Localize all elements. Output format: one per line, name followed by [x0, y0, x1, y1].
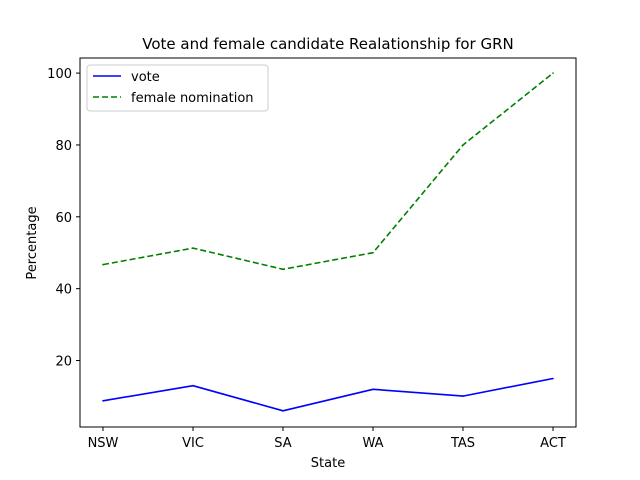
data-point-vote-act: [552, 377, 554, 380]
y-tick-label-80: 80: [55, 139, 72, 154]
data-point-female-nomination-sa: [282, 268, 284, 271]
y-tick-label-20: 20: [55, 355, 72, 370]
series-line-vote: [102, 377, 554, 412]
data-point-vote-tas: [462, 395, 464, 397]
data-point-female-nomination-act: [552, 72, 554, 74]
chart-title: Vote and female candidate Realationship …: [142, 35, 514, 53]
data-point-female-nomination-wa: [372, 251, 374, 254]
x-tick-label-sa: SA: [274, 436, 291, 451]
x-tick-label-wa: WA: [362, 436, 383, 451]
y-tick-label-60: 60: [55, 211, 72, 226]
data-point-female-nomination-nsw: [102, 263, 104, 266]
x-axis: NSW VIC SA WA TAS ACT: [88, 427, 566, 451]
x-tick-label-vic: VIC: [182, 436, 204, 451]
data-point-vote-vic: [192, 384, 194, 387]
y-axis: 20 40 60 80 100: [47, 67, 80, 370]
data-point-female-nomination-tas: [462, 144, 464, 146]
y-tick-label-100: 100: [47, 67, 72, 82]
series-line-female-nomination: [102, 72, 554, 271]
x-tick-label-act: ACT: [540, 436, 566, 451]
y-axis-label: Percentage: [25, 206, 40, 279]
data-point-vote-sa: [282, 410, 284, 412]
legend-label-vote: vote: [131, 70, 160, 85]
legend-label-female-nomination: female nomination: [131, 91, 254, 106]
plot-area: [79, 57, 577, 428]
x-axis-label: State: [311, 456, 345, 471]
series-layer: [102, 72, 554, 412]
x-tick-label-tas: TAS: [450, 436, 475, 451]
legend: vote female nomination: [86, 64, 269, 112]
y-tick-label-40: 40: [55, 283, 72, 298]
legend-frame: [86, 64, 269, 112]
data-point-female-nomination-vic: [192, 247, 194, 249]
data-point-vote-wa: [372, 388, 374, 391]
data-point-vote-nsw: [102, 399, 104, 402]
x-tick-label-nsw: NSW: [88, 436, 119, 451]
